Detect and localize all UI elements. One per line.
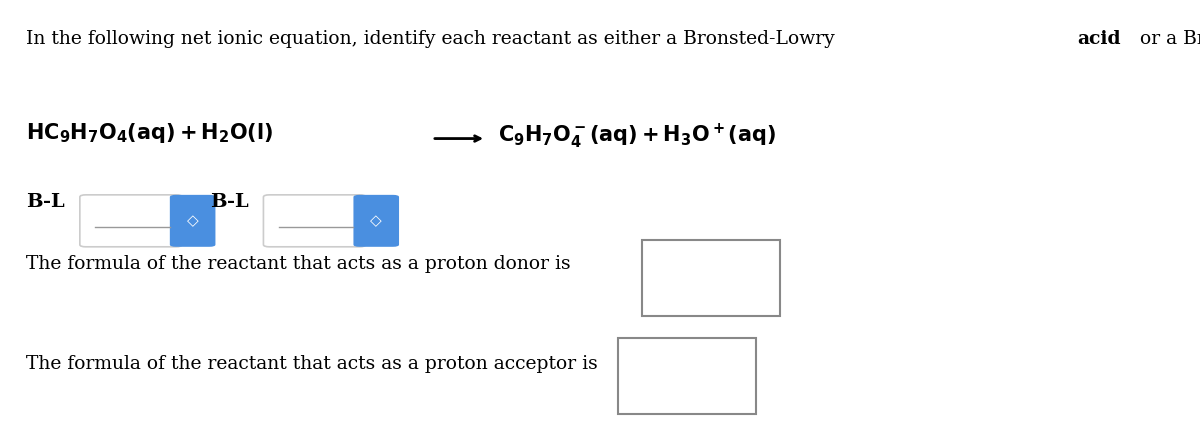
Text: ◇: ◇ — [371, 213, 382, 228]
Text: B-L: B-L — [26, 193, 65, 211]
Text: ◇: ◇ — [187, 213, 198, 228]
FancyBboxPatch shape — [618, 338, 756, 414]
Text: acid: acid — [1078, 30, 1121, 48]
FancyBboxPatch shape — [170, 195, 216, 247]
Text: B-L: B-L — [210, 193, 248, 211]
FancyBboxPatch shape — [354, 195, 400, 247]
Text: or a Bronsted-Lowry: or a Bronsted-Lowry — [1134, 30, 1200, 48]
Text: In the following net ionic equation, identify each reactant as either a Bronsted: In the following net ionic equation, ide… — [26, 30, 841, 48]
Text: The formula of the reactant that acts as a proton acceptor is: The formula of the reactant that acts as… — [26, 355, 598, 373]
Text: $\mathbf{C_9H_7O_4^-(aq) + H_3O^+(aq)}$: $\mathbf{C_9H_7O_4^-(aq) + H_3O^+(aq)}$ — [498, 121, 776, 151]
FancyBboxPatch shape — [80, 195, 182, 247]
FancyBboxPatch shape — [264, 195, 366, 247]
Text: The formula of the reactant that acts as a proton donor is: The formula of the reactant that acts as… — [26, 255, 571, 274]
FancyBboxPatch shape — [642, 240, 780, 316]
Text: $\mathbf{HC_9H_7O_4(aq) + H_2O(l)}$: $\mathbf{HC_9H_7O_4(aq) + H_2O(l)}$ — [26, 121, 274, 145]
